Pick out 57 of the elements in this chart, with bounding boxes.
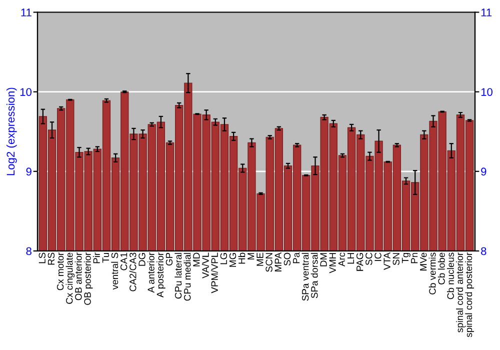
- y-tick-label: 9: [26, 168, 32, 176]
- x-tick-label: VA/VL: [202, 252, 209, 278]
- x-tick-label: SC: [366, 252, 372, 266]
- x-tick-label: MG: [229, 253, 236, 267]
- x-tick-label: IC: [374, 252, 382, 261]
- x-tick-label: OB anterior: [74, 252, 82, 300]
- x-tick-label: SN: [392, 253, 400, 266]
- x-tick-label: VTA: [384, 252, 390, 270]
- x-tick-label: SO: [284, 252, 291, 266]
- x-tick-label: MD: [193, 252, 200, 266]
- y-axis-title: Log2 (expression): [6, 88, 17, 176]
- x-tick-label: Cb nucleus: [447, 252, 454, 300]
- x-tick-label: LS: [38, 252, 46, 264]
- x-tick-label: CPu lateral: [174, 252, 182, 299]
- x-tick-label: CA2/CA3: [129, 252, 136, 292]
- y-tick-label: 11: [21, 8, 32, 16]
- y2-tick-label: 10: [481, 88, 492, 96]
- x-tick-label: Cx motor: [56, 252, 64, 290]
- x-tick-label: SPa ventral: [302, 252, 309, 301]
- x-tick-label: Tu: [102, 252, 110, 263]
- x-tick-label: PAG: [356, 253, 364, 271]
- x-tick-label: VMH: [329, 253, 336, 274]
- x-tick-label: Pa: [293, 252, 300, 264]
- y-tick-label: 10: [20, 88, 32, 96]
- x-tick-label: DM: [320, 253, 327, 266]
- x-tick-label: A posterior: [156, 252, 166, 298]
- x-tick-label: OB posterior: [84, 252, 93, 305]
- x-tick-label: Hb: [238, 252, 246, 264]
- x-tick-label: A anterior: [147, 252, 154, 293]
- x-tick-label: Cb lobe: [438, 252, 445, 284]
- x-tick-label: LG: [220, 253, 228, 264]
- x-tick-label: Tg: [402, 252, 410, 264]
- x-tick-label: VPM/VPL: [211, 252, 218, 294]
- x-tick-label: M: [248, 253, 254, 260]
- x-tick-label: Pn: [411, 252, 418, 264]
- x-tick-label: Arc: [338, 252, 346, 266]
- x-tick-label: CA1: [120, 252, 128, 270]
- x-tick-label: CPu medial: [184, 252, 191, 301]
- x-tick-label: MPA: [274, 252, 282, 272]
- x-tick-label: spinal cord anterior: [456, 252, 465, 332]
- x-tick-label: ventral S: [111, 252, 118, 290]
- x-tick-label: GP: [166, 252, 173, 266]
- x-tick-label: Cx cingulate: [66, 252, 75, 304]
- x-tick-label: SCN: [266, 253, 272, 272]
- y2-tick-label: 9: [481, 168, 486, 176]
- y2-tick-label: 8: [481, 247, 486, 256]
- x-tick-label: SPa dorsal: [310, 252, 318, 298]
- x-tick-label: Pir: [93, 252, 100, 264]
- x-tick-label: spinal cord posterior: [465, 252, 474, 338]
- x-tick-label: RS: [48, 252, 55, 265]
- x-tick-label: LH: [348, 253, 354, 264]
- x-tick-label: ME: [256, 252, 264, 266]
- y2-tick-label: 11: [481, 8, 492, 16]
- y-tick-label: 8: [26, 247, 32, 256]
- x-tick-label: Cb vermis: [428, 252, 436, 294]
- x-tick-label: MVe: [420, 252, 427, 270]
- x-tick-label: DG: [138, 253, 146, 266]
